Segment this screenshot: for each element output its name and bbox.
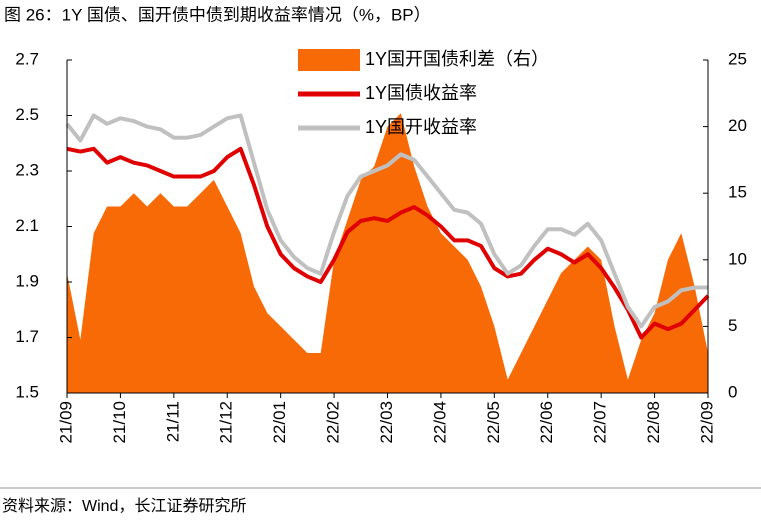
x-tick-label: 22/02: [324, 401, 343, 444]
y2-tick-label: 25: [728, 49, 747, 68]
legend-label: 1Y国开收益率: [365, 117, 477, 137]
x-tick-label: 22/07: [591, 401, 610, 444]
legend-label: 1Y国债收益率: [365, 83, 477, 103]
x-tick-label: 22/04: [430, 401, 449, 444]
y2-tick-label: 20: [728, 116, 747, 135]
y-tick-label: 1.7: [15, 327, 39, 346]
y-tick-label: 1.5: [15, 382, 39, 401]
legend-label: 1Y国开国债利差（右）: [365, 49, 549, 69]
x-tick-label: 22/09: [697, 401, 716, 444]
x-tick-label: 21/09: [56, 401, 75, 444]
x-tick-label: 21/10: [110, 401, 129, 444]
chart-title: 图 26：1Y 国债、国开债中债到期收益率情况（%，BP）: [4, 5, 431, 24]
x-tick-label: 22/08: [644, 401, 663, 444]
x-tick-label: 22/03: [377, 401, 396, 444]
y2-tick-label: 15: [728, 183, 747, 202]
y-tick-label: 2.3: [15, 160, 39, 179]
line: [65, 113, 708, 329]
area: [67, 113, 708, 393]
y2-tick-label: 5: [728, 316, 737, 335]
x-tick-label: 21/12: [217, 401, 236, 444]
y-tick-label: 2.5: [15, 105, 39, 124]
y2-tick-label: 0: [728, 382, 737, 401]
source: 资料来源：Wind，长江证券研究所: [2, 497, 246, 515]
line: [66, 146, 710, 340]
x-tick-label: 21/11: [163, 401, 182, 442]
legend-swatch: [298, 49, 360, 71]
x-tick-label: 22/06: [537, 401, 556, 444]
y2-tick-label: 10: [728, 249, 747, 268]
y-tick-label: 1.9: [15, 271, 39, 290]
x-tick-label: 22/05: [484, 401, 503, 444]
y-tick-label: 2.7: [15, 49, 39, 68]
y-tick-label: 2.1: [15, 216, 39, 235]
x-tick-label: 22/01: [270, 401, 289, 444]
